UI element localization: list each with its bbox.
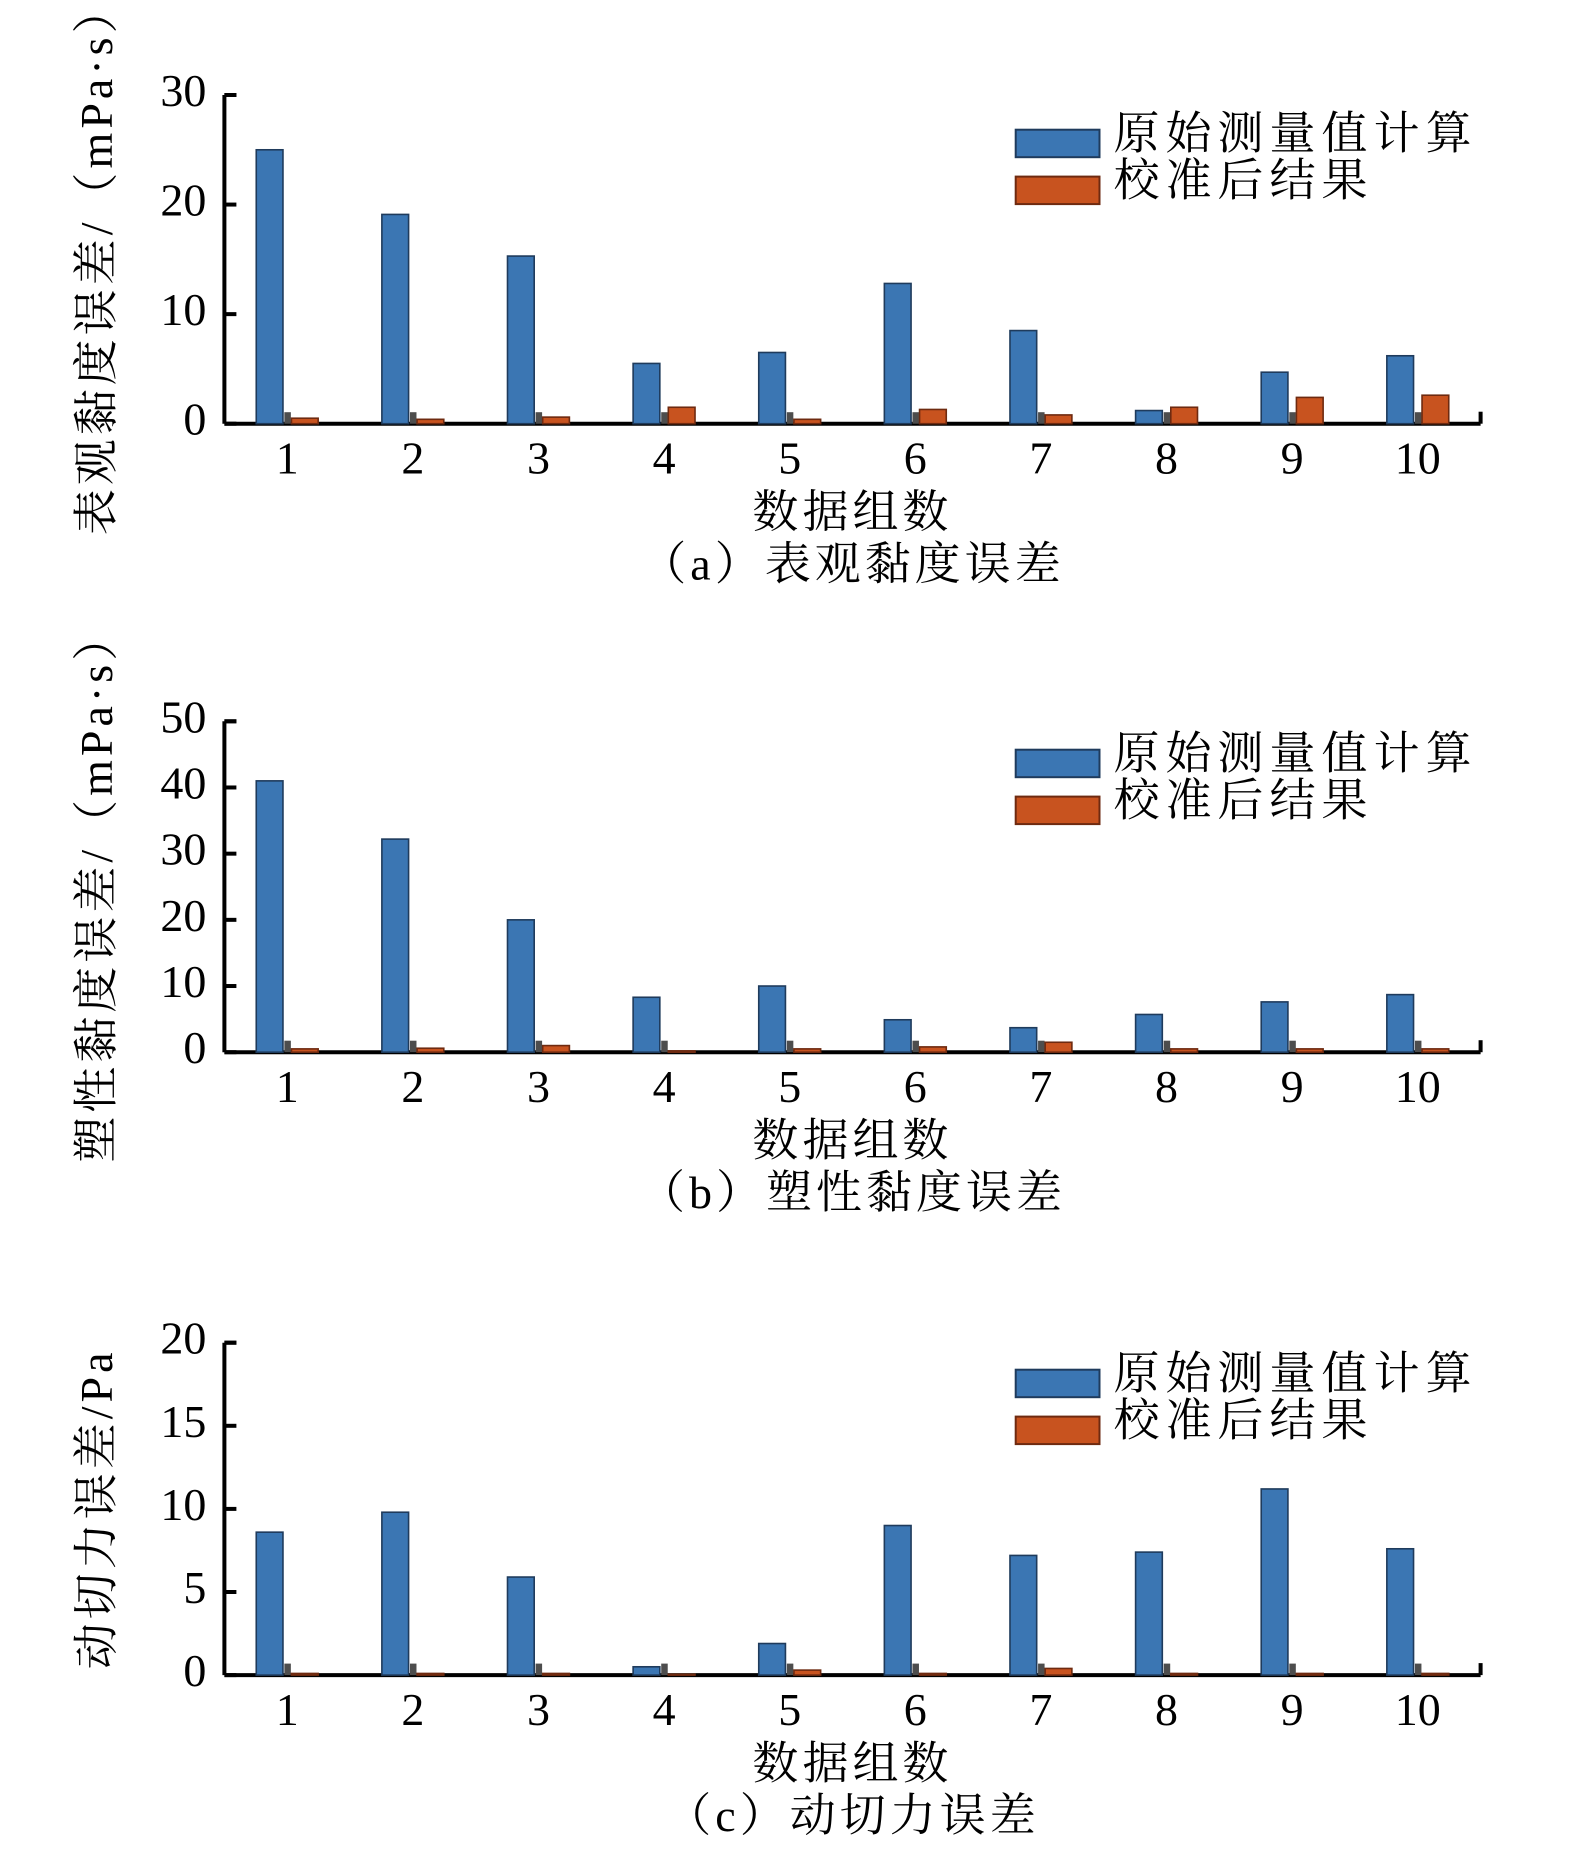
svg-text:3: 3 xyxy=(527,433,550,484)
svg-text:8: 8 xyxy=(1155,433,1178,484)
svg-text:10: 10 xyxy=(1395,1684,1441,1735)
svg-text:校准后结果: 校准后结果 xyxy=(1114,775,1374,826)
svg-text:1: 1 xyxy=(276,1684,299,1735)
svg-text:15: 15 xyxy=(160,1396,206,1447)
svg-text:30: 30 xyxy=(160,824,206,875)
svg-text:10: 10 xyxy=(160,284,206,335)
svg-text:4: 4 xyxy=(653,1684,676,1735)
svg-text:原始测量值计算: 原始测量值计算 xyxy=(1114,728,1478,779)
svg-text:动切力误差/Pa: 动切力误差/Pa xyxy=(71,1349,122,1670)
svg-text:50: 50 xyxy=(160,691,206,742)
svg-text:数据组数: 数据组数 xyxy=(753,1115,953,1166)
svg-text:7: 7 xyxy=(1029,1684,1052,1735)
svg-text:5: 5 xyxy=(778,1061,801,1112)
svg-text:（b）塑性黏度误差: （b）塑性黏度误差 xyxy=(639,1167,1066,1218)
svg-text:10: 10 xyxy=(160,956,206,1007)
svg-text:0: 0 xyxy=(183,1645,206,1696)
svg-text:原始测量值计算: 原始测量值计算 xyxy=(1114,108,1478,159)
svg-text:8: 8 xyxy=(1155,1061,1178,1112)
svg-text:8: 8 xyxy=(1155,1684,1178,1735)
svg-text:5: 5 xyxy=(778,1684,801,1735)
svg-text:6: 6 xyxy=(904,1684,927,1735)
svg-text:（a）表观黏度误差: （a）表观黏度误差 xyxy=(640,539,1064,590)
svg-text:40: 40 xyxy=(160,757,206,808)
svg-text:6: 6 xyxy=(904,433,927,484)
svg-text:20: 20 xyxy=(160,1313,206,1364)
svg-text:数据组数: 数据组数 xyxy=(753,1738,953,1789)
svg-text:3: 3 xyxy=(527,1684,550,1735)
svg-text:数据组数: 数据组数 xyxy=(753,487,953,538)
svg-text:20: 20 xyxy=(160,175,206,226)
svg-text:7: 7 xyxy=(1029,1061,1052,1112)
svg-text:（c）动切力误差: （c）动切力误差 xyxy=(665,1790,1039,1841)
svg-text:9: 9 xyxy=(1281,433,1304,484)
svg-text:校准后结果: 校准后结果 xyxy=(1114,155,1374,206)
svg-text:10: 10 xyxy=(160,1479,206,1530)
svg-text:塑性黏度误差/（mPa·s）: 塑性黏度误差/（mPa·s） xyxy=(71,620,122,1163)
svg-text:3: 3 xyxy=(527,1061,550,1112)
svg-text:30: 30 xyxy=(160,65,206,116)
svg-text:9: 9 xyxy=(1281,1061,1304,1112)
svg-text:0: 0 xyxy=(183,1022,206,1073)
svg-text:7: 7 xyxy=(1029,433,1052,484)
svg-text:5: 5 xyxy=(183,1562,206,1613)
svg-text:1: 1 xyxy=(276,1061,299,1112)
svg-text:4: 4 xyxy=(653,433,676,484)
svg-text:10: 10 xyxy=(1395,433,1441,484)
svg-text:10: 10 xyxy=(1395,1061,1441,1112)
svg-text:2: 2 xyxy=(401,1684,424,1735)
svg-text:6: 6 xyxy=(904,1061,927,1112)
svg-text:9: 9 xyxy=(1281,1684,1304,1735)
svg-text:校准后结果: 校准后结果 xyxy=(1114,1395,1374,1446)
svg-text:5: 5 xyxy=(778,433,801,484)
svg-text:2: 2 xyxy=(401,1061,424,1112)
svg-text:4: 4 xyxy=(653,1061,676,1112)
svg-text:0: 0 xyxy=(183,394,206,445)
svg-text:表观黏度误差/（mPa·s）: 表观黏度误差/（mPa·s） xyxy=(71,0,122,535)
svg-text:1: 1 xyxy=(276,433,299,484)
svg-text:原始测量值计算: 原始测量值计算 xyxy=(1114,1348,1478,1399)
svg-text:2: 2 xyxy=(401,433,424,484)
svg-text:20: 20 xyxy=(160,890,206,941)
